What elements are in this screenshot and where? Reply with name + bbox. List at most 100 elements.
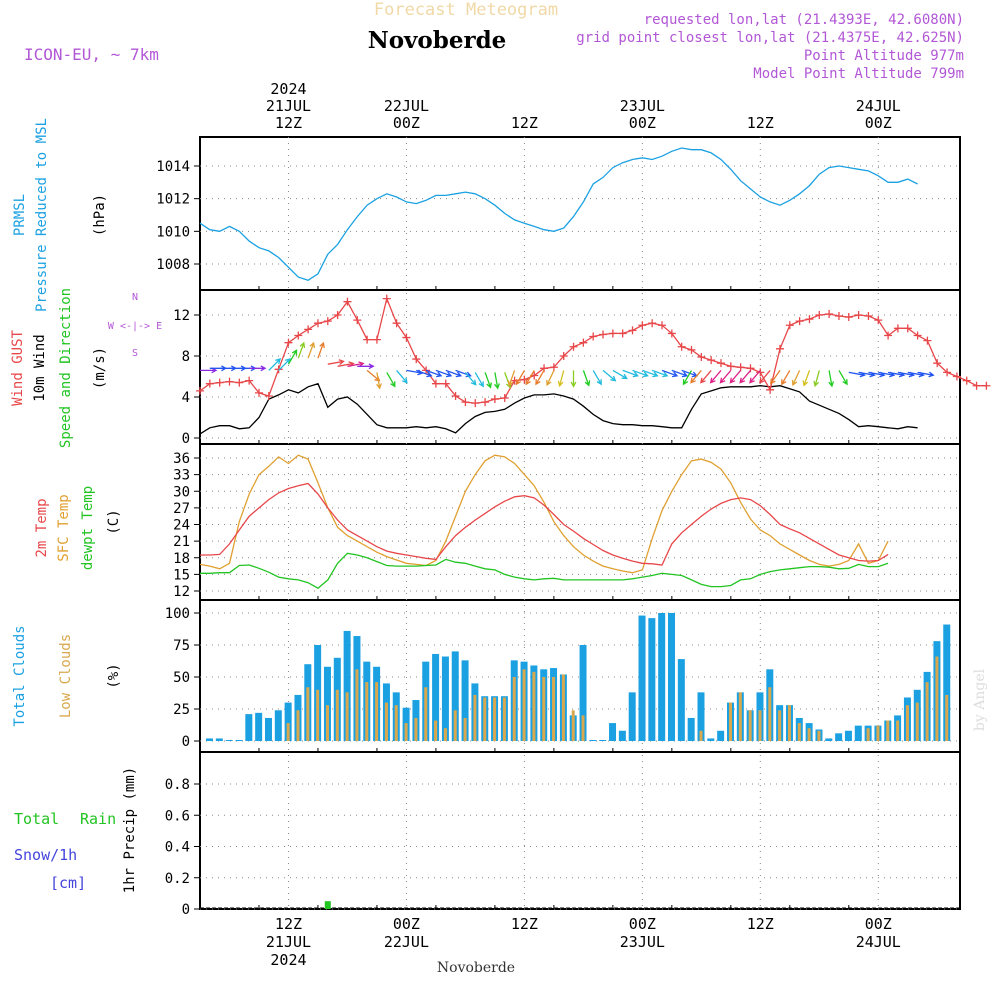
low-cloud-bar (473, 694, 477, 741)
top-time-label: 22JUL (384, 97, 429, 115)
low-cloud-bar (866, 728, 870, 741)
model-label: ICON-EU, ~ 7km (24, 45, 159, 64)
top-time-label: 23JUL (620, 97, 665, 115)
wind-panel-title: Wind GUST 10m Wind Speed and Direction (… (10, 288, 162, 448)
legend-cm: [cm] (50, 874, 86, 892)
precip-ytick-label: 0.4 (165, 840, 190, 856)
gust-marker (559, 352, 568, 360)
top-time-label: 12Z (511, 114, 538, 132)
total-cloud-bar (589, 740, 597, 741)
wind-arrow (729, 369, 742, 384)
low-cloud-bar (296, 710, 300, 741)
gust-marker (235, 378, 244, 387)
gust-marker (687, 345, 696, 354)
low-cloud-bar (876, 725, 880, 741)
top-time-label: 00Z (393, 114, 420, 132)
total-cloud-bar (658, 613, 666, 741)
gust-marker (205, 379, 214, 388)
total-cloud-bar (215, 738, 223, 741)
wind-arrow (700, 369, 712, 384)
low-cloud-bar (434, 720, 438, 741)
wind-ytick-label: 0 (182, 431, 190, 447)
panel-frames (199, 136, 961, 910)
gust-marker (284, 338, 293, 347)
gust-marker (500, 394, 509, 403)
wind-arrow (828, 370, 835, 388)
gust-marker (431, 379, 440, 388)
total-cloud-bar (432, 653, 440, 741)
low-cloud-bar (355, 669, 359, 741)
total-cloud-bar (844, 730, 852, 741)
low-cloud-bar (581, 715, 585, 741)
gust-marker (825, 309, 834, 318)
top-time-label: 2024 (270, 80, 306, 98)
total-cloud-bar (825, 738, 833, 741)
info-line-2: grid point closest lon,lat (21.4375E, 42… (576, 30, 964, 46)
bottom-time-label: 00Z (629, 915, 656, 933)
gust-marker (785, 321, 794, 330)
bottom-time-label: 12Z (275, 915, 302, 933)
temp-ytick-label: 27 (173, 501, 190, 517)
gust-marker (304, 325, 313, 334)
gust-marker (363, 335, 372, 344)
wind-arrow (464, 371, 477, 386)
low-cloud-bar (817, 730, 821, 741)
low-cloud-bar (443, 728, 447, 741)
wind-arrow (546, 370, 555, 387)
low-cloud-bar (286, 723, 290, 741)
gust-marker (412, 355, 421, 364)
gust-marker (667, 329, 676, 338)
temp-ytick-label: 30 (173, 484, 190, 500)
wind-arrow (268, 358, 282, 371)
bottom-time-label: 2024 (270, 951, 306, 969)
gust-marker (943, 368, 952, 377)
total-cloud-bar (274, 710, 282, 741)
info-line-4: Model Point Altitude 799m (753, 66, 964, 82)
temp-unit: (C) (106, 509, 122, 534)
gust-marker (677, 342, 686, 351)
gust-marker (569, 342, 578, 351)
wind-arrow (347, 361, 365, 368)
temp-ytick-label: 24 (173, 518, 190, 534)
total-cloud-bar (579, 645, 587, 741)
total-cloud-bar (854, 725, 862, 741)
wind-arrow (917, 371, 935, 378)
wind-arrow (602, 369, 617, 382)
gust-marker (815, 311, 824, 319)
low-cloud-bar (316, 689, 320, 741)
total-cloud-bar (343, 630, 351, 741)
low-cloud-bar (375, 682, 379, 741)
gust-marker (461, 398, 470, 407)
bottom-time-label: 00Z (865, 915, 892, 933)
wind-arrow (445, 369, 463, 378)
pressure-unit: (hPa) (92, 194, 108, 236)
pressure-ytick-label: 1014 (156, 159, 190, 175)
gust-marker (775, 344, 784, 353)
top-time-label: 24JUL (856, 97, 901, 115)
gust-marker (893, 324, 902, 333)
t2m-label: 2m Temp (34, 498, 50, 557)
pressure-line (199, 147, 918, 282)
total-cloud-bar (687, 717, 695, 741)
wind-arrow (494, 372, 500, 390)
gust-marker (264, 391, 273, 400)
clouds-ytick-label: 100 (165, 606, 190, 622)
total-cloud-bar (441, 656, 449, 741)
low-cloud-bar (738, 692, 742, 741)
wind-arrow (642, 369, 659, 378)
gust-marker (618, 329, 627, 338)
prmsl-label: PRMSL (12, 194, 28, 236)
total-cloud-bar (206, 738, 213, 741)
bottom-time-label: 24JUL (856, 933, 901, 951)
low-cloud-bar (384, 702, 388, 741)
gust-marker (549, 363, 558, 372)
gust-marker (589, 332, 598, 341)
total-cloud-bar (264, 717, 272, 741)
low-cloud-bar (768, 687, 772, 741)
gust-marker (382, 294, 391, 303)
gust-marker (599, 330, 608, 339)
low-cloud-bar (905, 705, 909, 741)
wind-arrow (612, 369, 628, 380)
low-cloud-bar (797, 723, 801, 741)
wind-arrow (759, 369, 771, 384)
